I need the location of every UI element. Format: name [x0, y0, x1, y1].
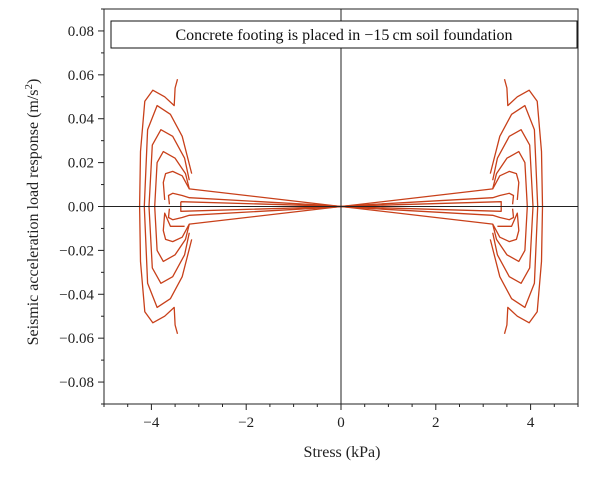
y-tick-label: −0.04	[59, 287, 94, 303]
zero-lines	[104, 9, 578, 404]
y-tick-label: 0.04	[68, 112, 95, 128]
chart-title-box: Concrete footing is placed in −15 cm soi…	[110, 20, 578, 49]
title-box	[110, 20, 578, 49]
x-tick-label: 2	[432, 415, 440, 431]
y-axis-title-close: )	[25, 79, 42, 84]
y-tick-label: 0.02	[68, 156, 94, 172]
y-tick-label: 0.08	[68, 24, 94, 40]
y-tick-label: 0.00	[68, 200, 94, 216]
x-tick-label: −4	[143, 415, 159, 431]
x-tick-label: 0	[337, 415, 345, 431]
y-tick-label: −0.08	[59, 375, 94, 391]
ticks: −4 −2 0 2 4 −0.08 −0.06 −0.04 −0.02 0.00 0.02 0.04 0…	[59, 8, 579, 431]
y-tick-label: −0.06	[59, 331, 94, 347]
y-tick-label: −0.02	[59, 243, 94, 259]
y-tick-label: 0.06	[68, 68, 95, 84]
x-tick-label: −2	[238, 415, 254, 431]
y-axis-title-sup: 2	[23, 84, 35, 90]
chart-title: Concrete footing is placed in −15 cm soi…	[175, 27, 512, 44]
y-axis-title: Seismic acceleration load response (m/s2…	[23, 79, 42, 346]
x-axis-title: Stress (kPa)	[304, 444, 381, 461]
x-tick-label: 4	[527, 415, 535, 431]
y-axis-title-main: Seismic acceleration load response (m/s	[25, 89, 42, 345]
